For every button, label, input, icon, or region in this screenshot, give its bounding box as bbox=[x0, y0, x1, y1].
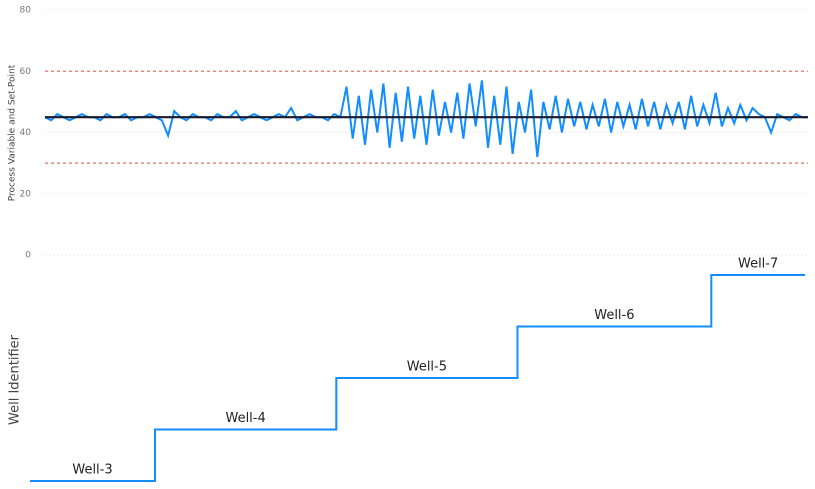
y-tick-label: 80 bbox=[20, 6, 32, 16]
y-axis-label: Well Identifier bbox=[8, 334, 23, 425]
step-line bbox=[30, 274, 805, 482]
step-label: Well-6 bbox=[594, 308, 634, 323]
step-label: Well-3 bbox=[72, 463, 112, 478]
y-axis-label: Process Variable and Set-Point bbox=[8, 64, 18, 201]
y-tick-label: 60 bbox=[20, 67, 32, 77]
y-tick-label: 40 bbox=[20, 128, 32, 138]
step-label: Well-7 bbox=[738, 257, 778, 272]
y-tick-label: 20 bbox=[20, 189, 32, 199]
step-label: Well-4 bbox=[225, 411, 265, 426]
series-line bbox=[44, 80, 808, 158]
y-tick-label: 0 bbox=[25, 251, 31, 261]
step-label: Well-5 bbox=[407, 360, 447, 375]
